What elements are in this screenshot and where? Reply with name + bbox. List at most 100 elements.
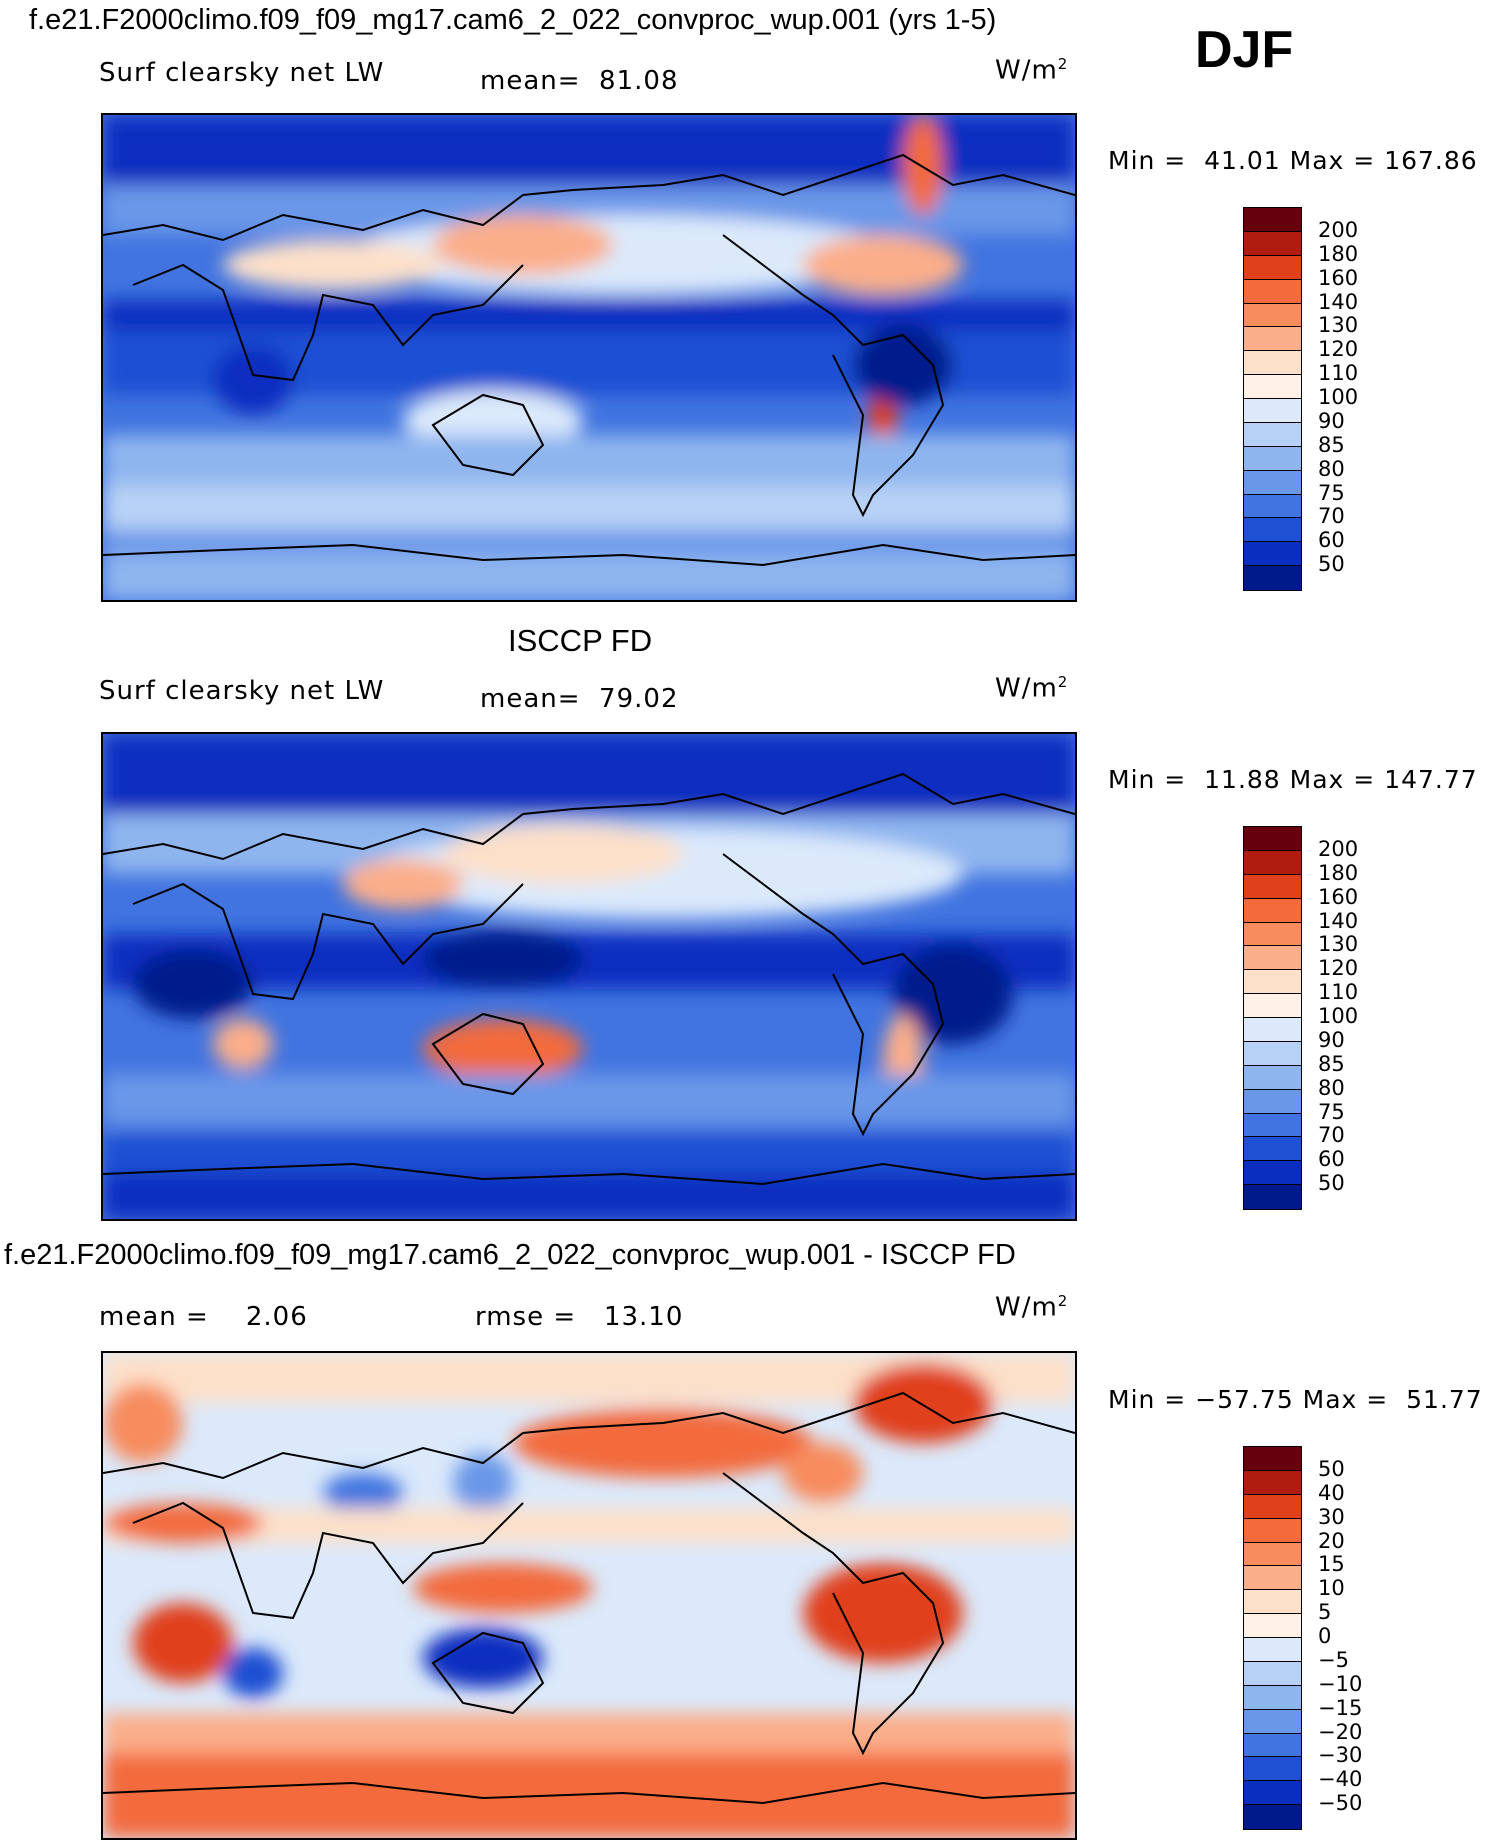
colorbar-tick-label: 200 — [1318, 217, 1359, 242]
colorbar-swatch — [1244, 1089, 1301, 1114]
colorbar-swatch — [1244, 994, 1301, 1018]
colorbar-tick-label: 120 — [1318, 337, 1359, 362]
colorbar-tick-label: −5 — [1318, 1647, 1349, 1672]
colorbar-tick-label: 85 — [1318, 432, 1345, 457]
colorbar-swatch — [1244, 1805, 1301, 1829]
panel-mean-label: mean= 79.02 — [480, 684, 679, 714]
colorbar-tick-label: 110 — [1318, 980, 1359, 1005]
panel-units: W/m2 — [995, 1292, 1069, 1323]
colorbar-swatch — [1244, 494, 1301, 519]
colorbar-swatch — [1244, 1542, 1301, 1567]
colorbar-swatch — [1244, 399, 1301, 423]
panel-mean-label: mean = 2.06 — [99, 1302, 308, 1332]
colorbar-swatch — [1244, 303, 1301, 328]
colorbar-tick-label: 110 — [1318, 361, 1359, 386]
colorbar-swatch — [1244, 1494, 1301, 1519]
panel-variable-label: Surf clearsky net LW — [99, 676, 385, 706]
colorbar-swatch — [1244, 1470, 1301, 1495]
colorbar-swatch — [1244, 542, 1301, 567]
colorbar-swatch — [1244, 898, 1301, 923]
colorbar-tick-label: −30 — [1318, 1743, 1363, 1768]
colorbar-tick-label: 70 — [1318, 1123, 1345, 1148]
panel-mean-label: mean= 81.08 — [480, 66, 679, 96]
colorbar-swatch — [1244, 279, 1301, 304]
colorbar-swatch — [1244, 1018, 1301, 1042]
colorbar-swatch — [1244, 1137, 1301, 1162]
colorbar-tick-label: 120 — [1318, 956, 1359, 981]
colorbar-swatch — [1244, 1781, 1301, 1806]
panel-units: W/m2 — [995, 673, 1069, 704]
colorbar — [1243, 1446, 1302, 1830]
colorbar-tick-label: 15 — [1318, 1552, 1345, 1577]
colorbar-tick-label: 0 — [1318, 1624, 1332, 1648]
colorbar-swatch — [1244, 946, 1301, 971]
colorbar-swatch — [1244, 566, 1301, 590]
colorbar-tick-label: −40 — [1318, 1767, 1363, 1792]
colorbar-swatch — [1244, 327, 1301, 352]
colorbar-swatch — [1244, 1113, 1301, 1138]
colorbar-tick-label: 100 — [1318, 1004, 1359, 1028]
colorbar-swatch — [1244, 1733, 1301, 1758]
colorbar-tick-label: 5 — [1318, 1600, 1332, 1625]
colorbar-tick-label: 140 — [1318, 289, 1359, 314]
colorbar — [1243, 826, 1302, 1210]
contour-map-svg — [103, 1353, 1075, 1838]
colorbar-tick-label: 50 — [1318, 1456, 1345, 1481]
panel-title: ISCCP FD — [508, 623, 653, 658]
colorbar-swatch — [1244, 827, 1301, 851]
colorbar-swatch — [1244, 970, 1301, 995]
contour-map — [101, 732, 1077, 1221]
contour-map — [101, 1351, 1077, 1840]
panel-rmse-label: rmse = 13.10 — [475, 1302, 684, 1332]
colorbar-swatch — [1244, 874, 1301, 899]
contour-map-svg — [103, 734, 1075, 1219]
colorbar-tick-label: 75 — [1318, 1099, 1345, 1124]
colorbar-swatch — [1244, 1685, 1301, 1710]
colorbar-swatch — [1244, 1065, 1301, 1090]
colorbar-swatch — [1244, 518, 1301, 543]
colorbar-tick-label: 60 — [1318, 528, 1345, 553]
colorbar-tick-labels: 200 180 160 140 130 120 110 100 90 85 80 75 70 60 50 — [1318, 207, 1378, 589]
colorbar-tick-label: 160 — [1318, 265, 1359, 290]
colorbar-tick-label: 80 — [1318, 1075, 1345, 1100]
colorbar-swatch — [1244, 850, 1301, 875]
colorbar-tick-label: 50 — [1318, 552, 1345, 577]
colorbar-tick-labels: 200 180 160 140 130 120 110 100 90 85 80 75 70 60 50 — [1318, 826, 1378, 1208]
colorbar-tick-label: 180 — [1318, 860, 1359, 885]
contour-map-svg — [103, 115, 1075, 600]
colorbar-tick-label: −15 — [1318, 1695, 1363, 1720]
panel-minmax: Min = −57.75 Max = 51.77 — [1108, 1385, 1483, 1414]
season-label: DJF — [1195, 21, 1294, 79]
panel-minmax: Min = 11.88 Max = 147.77 — [1108, 765, 1478, 794]
contour-map — [101, 113, 1077, 602]
colorbar-tick-label: 90 — [1318, 1027, 1345, 1052]
colorbar-tick-label: 130 — [1318, 313, 1359, 338]
colorbar-tick-label: 200 — [1318, 836, 1359, 861]
colorbar-swatch — [1244, 1614, 1301, 1638]
colorbar — [1243, 207, 1302, 591]
colorbar-swatch — [1244, 351, 1301, 376]
colorbar-tick-labels: 50 40 30 20 15 10 5 0 −5 −10 −15 −20 −30 −40 −50 — [1318, 1446, 1388, 1828]
colorbar-swatch — [1244, 375, 1301, 399]
colorbar-swatch — [1244, 1661, 1301, 1686]
panel-title: f.e21.F2000climo.f09_f09_mg17.cam6_2_022… — [4, 1239, 1016, 1271]
colorbar-swatch — [1244, 1518, 1301, 1543]
colorbar-tick-label: 90 — [1318, 408, 1345, 433]
colorbar-tick-label: 30 — [1318, 1504, 1345, 1529]
colorbar-tick-label: −50 — [1318, 1791, 1363, 1816]
colorbar-swatch — [1244, 922, 1301, 947]
colorbar-swatch — [1244, 208, 1301, 232]
colorbar-swatch — [1244, 470, 1301, 495]
colorbar-swatch — [1244, 1590, 1301, 1615]
colorbar-tick-label: −20 — [1318, 1719, 1363, 1744]
colorbar-swatch — [1244, 1638, 1301, 1662]
colorbar-tick-label: 40 — [1318, 1480, 1345, 1505]
colorbar-tick-label: 20 — [1318, 1528, 1345, 1553]
colorbar-tick-label: 160 — [1318, 884, 1359, 909]
colorbar-tick-label: 140 — [1318, 908, 1359, 933]
colorbar-tick-label: 80 — [1318, 456, 1345, 481]
colorbar-tick-label: 10 — [1318, 1576, 1345, 1601]
colorbar-tick-label: 180 — [1318, 241, 1359, 266]
colorbar-swatch — [1244, 1447, 1301, 1471]
colorbar-tick-label: 130 — [1318, 932, 1359, 957]
